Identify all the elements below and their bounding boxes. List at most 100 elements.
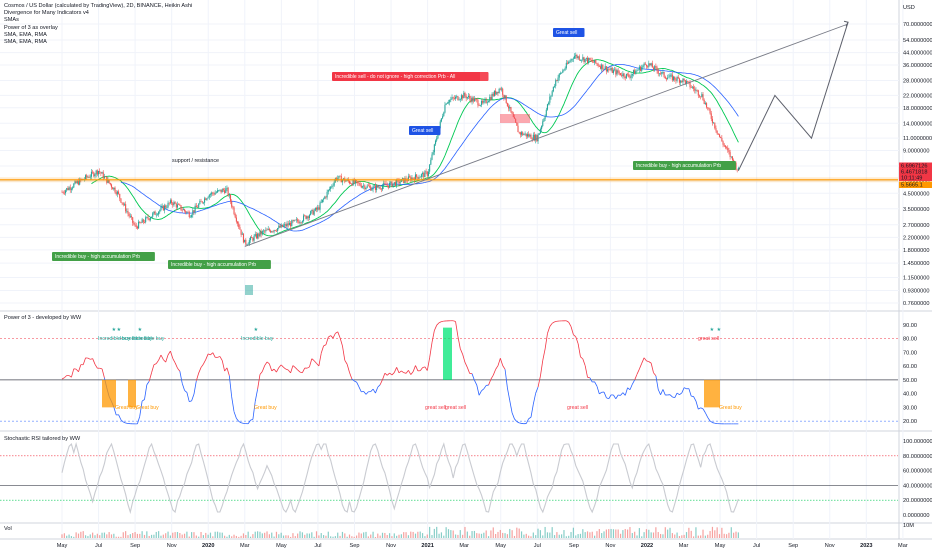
candle-body	[214, 192, 216, 195]
symbol-title[interactable]: Cosmos / US Dollar (calculated by Tradin…	[4, 3, 193, 9]
power3-line	[599, 391, 602, 395]
candle-body	[163, 205, 166, 211]
volume-bar	[596, 531, 598, 538]
candle-body	[684, 80, 686, 85]
power3-line	[377, 384, 381, 388]
candle-body	[531, 138, 533, 140]
candle-body	[249, 237, 252, 241]
candle-body	[385, 183, 387, 186]
volume-bar	[367, 536, 369, 538]
candle-body	[526, 134, 528, 137]
volume-bar	[294, 536, 296, 538]
power3-line	[549, 323, 553, 327]
time-tick-label: Jul	[95, 543, 102, 549]
candle-body	[704, 103, 706, 104]
power3-highlight	[128, 379, 136, 408]
candle-body	[690, 87, 692, 88]
power3-line	[266, 361, 270, 365]
current-price-text: 10:11:49	[901, 176, 922, 182]
volume-bar	[631, 533, 633, 538]
power3-line	[238, 421, 242, 424]
candle-body	[628, 74, 630, 77]
power3-line	[257, 374, 261, 390]
power3-line	[568, 322, 572, 327]
power3-line	[422, 366, 426, 369]
power3-line	[172, 358, 176, 364]
time-tick-label: Jul	[314, 543, 321, 549]
candle-body	[278, 225, 280, 229]
power3-line	[544, 333, 548, 349]
indicator-3[interactable]: Power of 3 as overlay	[4, 24, 58, 31]
indicator-1[interactable]: Divergence for Many Indicators v4	[4, 10, 89, 17]
power3-line	[273, 368, 277, 373]
candle-body	[392, 183, 394, 187]
candle-body	[568, 61, 570, 64]
power3-line	[141, 399, 145, 402]
candle-body	[442, 116, 444, 119]
candle-body	[194, 205, 196, 213]
candle-body	[683, 78, 685, 81]
power3-line	[636, 368, 640, 375]
signal-label-box[interactable]	[409, 126, 441, 135]
power3-line	[344, 360, 348, 365]
candle-body	[522, 132, 524, 136]
stoch-title: Stochastic RSI tailored by WW	[4, 436, 81, 442]
volume-bar	[304, 534, 306, 538]
volume-bar	[231, 536, 233, 538]
candle-body	[707, 107, 709, 109]
volume-bar	[162, 534, 164, 538]
indicator-4[interactable]: SMA, EMA, RMA	[4, 31, 47, 38]
power3-line	[189, 400, 192, 403]
candle-body	[317, 207, 319, 210]
power3-line	[540, 360, 544, 377]
price-tick-label: 14.0000000	[903, 121, 932, 127]
candle-body	[473, 98, 475, 102]
candle-body	[199, 200, 201, 205]
candle-body	[689, 82, 691, 88]
time-tick-label: 2023	[860, 543, 872, 549]
candle-body	[485, 99, 487, 103]
moving-average-line	[120, 64, 739, 232]
volume-bar	[626, 529, 629, 538]
power3-line	[259, 371, 263, 375]
candle-body	[520, 132, 523, 135]
time-tick-label: Mar	[459, 543, 469, 549]
candle-body	[670, 74, 672, 76]
signal-label-box[interactable]	[633, 161, 736, 170]
candle-body	[459, 99, 461, 100]
candle-body	[212, 192, 214, 194]
signal-label-box[interactable]	[52, 252, 155, 261]
candle-body	[110, 184, 113, 188]
time-tick-label: Sep	[788, 543, 798, 549]
candle-body	[424, 171, 426, 178]
candle-body	[69, 187, 71, 190]
candle-body	[570, 59, 572, 62]
candle-body	[262, 230, 265, 232]
signal-label-box[interactable]	[332, 72, 489, 81]
volume-bar	[692, 536, 695, 538]
indicator-5[interactable]: SMA, EMA, RMA	[4, 39, 47, 46]
volume-bar	[278, 534, 280, 538]
power3-line	[705, 412, 709, 418]
candle-body	[579, 59, 582, 61]
power3-line	[137, 416, 141, 424]
indicator-2[interactable]: SMAs	[4, 17, 19, 24]
power3-line	[174, 362, 178, 369]
candle-body	[126, 211, 128, 212]
candle-body	[225, 188, 227, 193]
signal-label-box[interactable]	[553, 28, 585, 37]
candle-body	[701, 94, 703, 97]
volume-bar	[327, 531, 329, 538]
power3-line	[620, 392, 624, 396]
candle-body	[685, 81, 688, 85]
power3-line	[330, 335, 334, 339]
signal-label-box[interactable]	[168, 260, 271, 269]
power3-line	[335, 331, 338, 334]
power3-line	[408, 370, 412, 375]
power3-line	[698, 407, 701, 410]
candle-body	[279, 225, 281, 228]
candle-body	[449, 99, 451, 103]
candle-body	[411, 177, 413, 181]
